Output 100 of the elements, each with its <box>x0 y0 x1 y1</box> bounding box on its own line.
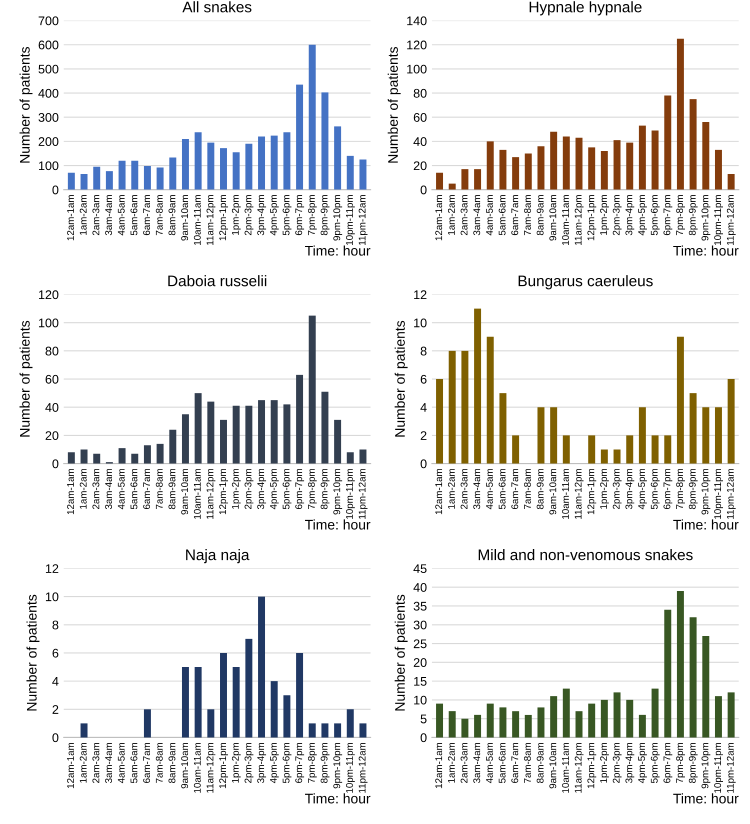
y-tick-label: 8 <box>420 346 427 356</box>
x-tick-label: 9pm-10pm <box>702 742 710 788</box>
bar <box>474 169 482 190</box>
y-tick-label: 140 <box>407 16 427 26</box>
x-tick-label: 8am-9am <box>168 469 176 510</box>
bar <box>600 449 608 464</box>
x-tick-label: 11pm-12am <box>358 195 368 245</box>
bar <box>690 99 697 190</box>
bar <box>461 718 468 738</box>
x-tick-label: 9pm-10pm <box>333 742 342 788</box>
bar <box>676 590 684 738</box>
x-tick-label: 5pm-6pm <box>650 195 660 236</box>
bar <box>576 138 582 190</box>
bar <box>512 711 520 738</box>
x-tick-label: 8am-9am <box>536 469 544 510</box>
bar <box>461 169 468 190</box>
x-tick-label: 5am-6am <box>130 195 138 236</box>
bar <box>321 723 328 738</box>
x-tick-label: 3am-4am <box>105 742 112 784</box>
bar <box>118 160 126 190</box>
x-tick-label: 4pm-5pm <box>270 469 279 510</box>
y-tick-label: 12 <box>414 290 426 300</box>
bar <box>68 452 75 464</box>
x-tick-label: 6am-7am <box>143 195 150 236</box>
x-tick-label: 2pm-3pm <box>612 742 622 783</box>
y-tick-label: 20 <box>414 658 427 667</box>
bar <box>626 435 634 464</box>
x-tick-label: 7am-8am <box>524 742 531 783</box>
bar <box>614 140 621 190</box>
x-tick-label: 1am-2am <box>80 742 87 783</box>
bar <box>690 617 697 738</box>
bar <box>207 142 214 190</box>
y-tick-label: 20 <box>46 431 58 440</box>
bar <box>499 150 506 190</box>
bar <box>169 158 176 190</box>
x-tick-label: 6pm-7pm <box>295 195 304 236</box>
bar <box>346 156 354 190</box>
x-tick-label: 10am-11am <box>562 195 569 245</box>
bar <box>537 707 544 738</box>
bar <box>270 400 278 464</box>
y-tick-label: 5 <box>420 714 427 724</box>
y-tick-label: 45 <box>413 564 427 574</box>
x-tick-label: 5pm-6pm <box>282 195 292 236</box>
y-tick-label: 0 <box>420 733 427 742</box>
x-tick-label: 12am-1am <box>435 195 442 240</box>
x-tick-label: 4pm-5pm <box>638 195 647 236</box>
bar <box>232 667 240 738</box>
x-tick-label: 5am-6am <box>498 469 506 510</box>
bar <box>296 652 304 738</box>
y-tick-label: 4 <box>420 403 427 412</box>
x-tick-label: 6am-7am <box>511 469 518 510</box>
x-tick-label: 6am-7am <box>511 742 518 783</box>
x-axis-title: Time: hour <box>305 519 370 530</box>
x-tick-label: 3pm-4pm <box>257 195 266 236</box>
x-tick-label: 11pm-12am <box>358 469 368 519</box>
bar <box>512 435 520 464</box>
x-tick-label: 6pm-7pm <box>295 742 304 783</box>
y-tick-label: 15 <box>414 677 427 686</box>
bar <box>537 146 544 190</box>
x-tick-label: 7am-8am <box>156 742 163 783</box>
x-tick-label: 3pm-4pm <box>257 469 266 510</box>
bar <box>93 454 100 464</box>
y-tick-label: 4 <box>52 677 59 686</box>
x-tick-label: 12am-1am <box>67 195 74 240</box>
x-tick-label: 3pm-4pm <box>625 469 634 510</box>
x-axis-title: Time: hour <box>305 245 370 256</box>
x-tick-label: 8pm-9pm <box>320 195 330 236</box>
bar <box>80 723 88 738</box>
x-tick-label: 2am-3am <box>460 195 468 236</box>
x-tick-label: 8pm-9pm <box>688 469 698 510</box>
bar <box>118 448 126 464</box>
bar <box>461 350 468 464</box>
bar <box>93 166 100 190</box>
x-tick-label: 7am-8am <box>156 469 163 509</box>
bar <box>258 136 266 190</box>
y-tick-label: 6 <box>420 374 427 384</box>
bar <box>550 696 558 738</box>
bar <box>690 393 697 464</box>
bar <box>258 596 266 738</box>
x-tick-label: 9am-10am <box>549 469 556 514</box>
x-tick-label: 4am-5am <box>486 195 493 236</box>
x-tick-label: 4pm-5pm <box>638 469 647 510</box>
bar <box>714 407 722 464</box>
x-tick-label: 3pm-4pm <box>625 195 634 236</box>
y-tick-label: 40 <box>413 137 427 146</box>
x-tick-label: 10am-11am <box>194 195 201 245</box>
x-tick-label: 10am-11am <box>194 469 201 519</box>
x-tick-label: 8pm-9pm <box>320 742 330 783</box>
bar <box>499 707 506 738</box>
x-tick-label: 9pm-10pm <box>702 195 710 241</box>
y-tick-label: 0 <box>52 733 58 742</box>
chart-title: Hypnale hypnale <box>530 1 642 16</box>
bar <box>652 688 659 738</box>
x-tick-label: 10am-11am <box>562 469 569 519</box>
bar <box>600 700 608 738</box>
y-axis-title: Number of patients <box>26 594 40 710</box>
x-tick-label: 1pm-2pm <box>232 195 241 235</box>
x-axis-title: Time: hour <box>305 793 370 804</box>
bar <box>614 449 621 464</box>
bar <box>334 420 342 464</box>
